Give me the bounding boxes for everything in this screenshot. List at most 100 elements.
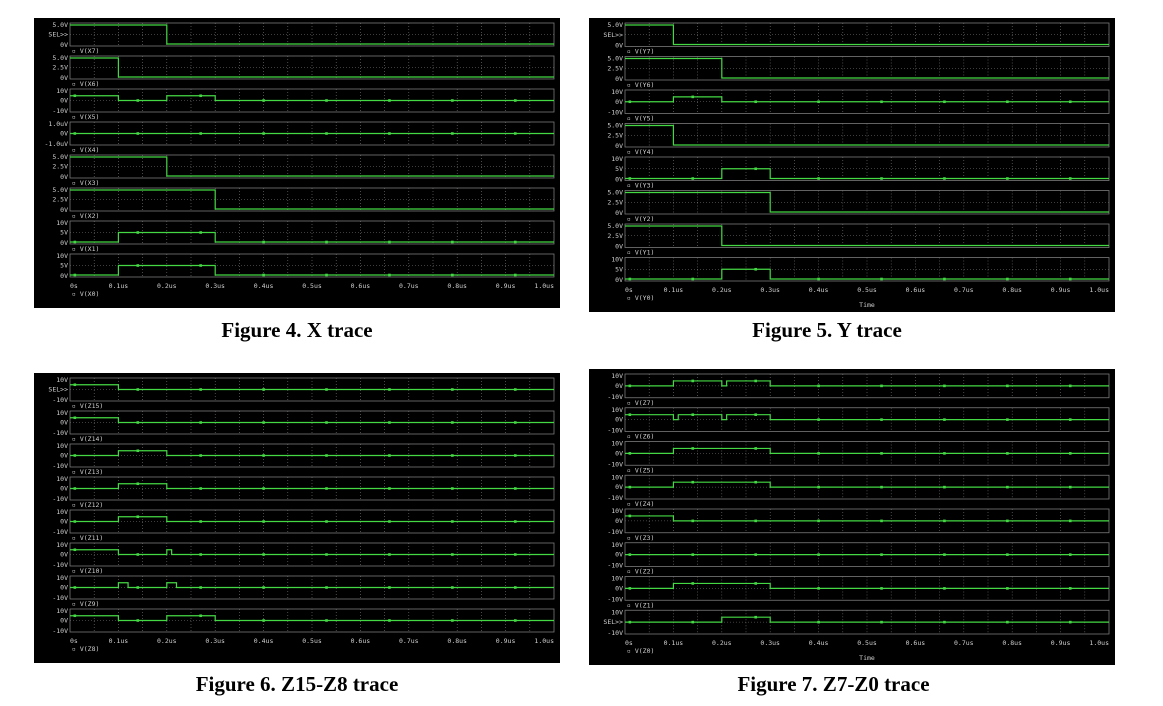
trace-row: 10V 0V -10V ▫ V(Y5)	[607, 88, 1110, 123]
trace-row: 5.0V 2.5V 0V ▫ V(X2)	[52, 186, 555, 220]
y-tick-label: 10V	[611, 507, 623, 515]
y-tick-label: 10V	[611, 608, 623, 616]
trace-marker	[513, 487, 517, 490]
y-tick-label: -10V	[607, 460, 623, 468]
trace-marker	[73, 454, 77, 457]
figure-5-caption: Figure 5. Y trace	[752, 318, 902, 342]
x-tick-label: 0.9us	[1051, 639, 1071, 647]
y-tick-label: 0V	[60, 419, 68, 427]
trace-marker	[73, 586, 77, 589]
y-tick-label: 10V	[56, 219, 68, 227]
figure-6-caption: Figure 6. Z15-Z8 trace	[195, 672, 399, 696]
y-tick-label: 5.0V	[607, 122, 623, 130]
trace-marker	[943, 177, 946, 180]
y-tick-label: 10V	[56, 442, 68, 450]
bottom-trace-label: ▫ V(Z0)	[627, 647, 654, 655]
trace-marker	[1006, 418, 1009, 421]
y-tick-label: 0V	[60, 41, 68, 49]
trace-marker	[513, 273, 517, 277]
x-tick-label: 0.4us	[809, 639, 829, 647]
trace-marker	[880, 177, 883, 180]
y-tick-label: -10V	[52, 594, 68, 602]
trace-marker	[388, 132, 391, 135]
trace-line	[625, 481, 1109, 488]
trace-marker	[691, 620, 695, 624]
y-tick-label: SEL>>	[603, 618, 623, 626]
trace-marker	[880, 553, 883, 556]
trace-name-label: ▫ V(Z5)	[627, 466, 654, 474]
trace-line	[625, 57, 1109, 79]
trace-marker	[1006, 277, 1009, 281]
trace-marker	[136, 586, 140, 589]
trace-row: 10V 0V -10V ▫ V(Z7)	[607, 372, 1110, 407]
trace-row: 5.0V 2.5V 0V ▫ V(X3)	[52, 153, 555, 187]
trace-line	[625, 191, 1109, 213]
trace-marker	[691, 277, 695, 281]
y-tick-label: 0V	[60, 518, 68, 526]
trace-row: 10V 0V -10V ▫ V(Z4)	[607, 473, 1110, 508]
trace-marker	[262, 553, 265, 556]
trace-marker	[1068, 418, 1072, 421]
trace-row: 10V 0V -10V ▫ V(X5)	[52, 87, 555, 121]
trace-name-label: ▫ V(X5)	[72, 113, 99, 121]
trace-marker	[388, 586, 391, 589]
x-tick-label: 0.3us	[205, 637, 225, 645]
trace-marker	[1068, 277, 1072, 281]
y-tick-label: 5.0V	[607, 189, 623, 197]
trace-marker	[451, 132, 454, 135]
trace-marker	[1068, 587, 1072, 590]
trace-line	[625, 96, 1109, 103]
trace-marker	[1006, 620, 1009, 624]
trace-marker	[262, 132, 265, 135]
trace-marker	[1068, 384, 1072, 388]
trace-marker	[451, 487, 454, 490]
bottom-trace-label: ▫ V(X0)	[72, 290, 99, 298]
trace-row: 1.0uV 0V -1.0uV▫ V(X4)	[45, 120, 555, 154]
trace-marker	[199, 454, 202, 457]
trace-name-label: ▫ V(X6)	[72, 80, 99, 88]
y-tick-label: 0V	[60, 74, 68, 82]
trace-marker	[513, 240, 517, 244]
trace-marker	[943, 277, 946, 281]
trace-marker	[1068, 452, 1072, 455]
trace-marker	[325, 553, 328, 556]
trace-marker	[691, 413, 695, 416]
trace-marker	[73, 416, 77, 420]
trace-marker	[73, 240, 77, 244]
x-tick-label: 0.8us	[1002, 639, 1022, 647]
trace-row: 10V 0V -10V ▫ V(Z13)	[52, 442, 555, 476]
trace-row: 10V SEL>> -10V	[603, 608, 1110, 637]
trace-marker	[691, 379, 695, 383]
y-tick-label: 0V	[60, 272, 68, 280]
trace-name-label: ▫ V(Z7)	[627, 399, 654, 407]
x-tick-label: 0.7us	[954, 639, 974, 647]
y-tick-label: -10V	[52, 528, 68, 536]
trace-marker	[880, 620, 883, 624]
trace-row: 10V 5V 0V ▫ V(X1)	[56, 219, 555, 253]
trace-marker	[262, 619, 265, 622]
trace-marker	[880, 485, 883, 489]
trace-marker	[199, 520, 202, 523]
y-tick-label: -10V	[607, 562, 623, 570]
trace-line	[70, 549, 554, 556]
trace-marker	[754, 615, 757, 619]
trace-name-label: ▫ V(Z10)	[72, 567, 103, 575]
trace-marker	[628, 413, 632, 416]
time-axis-label: Time	[859, 654, 875, 662]
trace-name-label: ▫ V(Z6)	[627, 433, 654, 441]
trace-marker	[754, 379, 757, 383]
y-tick-label: 10V	[611, 575, 623, 583]
trace-marker	[262, 273, 265, 277]
y-tick-label: 1.0uV	[48, 120, 68, 128]
trace-marker	[754, 167, 757, 171]
trace-marker	[325, 520, 328, 523]
y-tick-label: 5.0V	[607, 222, 623, 230]
trace-name-label: ▫ V(Z3)	[627, 534, 654, 542]
trace-marker	[388, 421, 391, 424]
x-tick-label: 0.5us	[302, 637, 322, 645]
trace-marker	[325, 388, 328, 391]
trace-marker	[817, 553, 820, 556]
x-tick-label: 0.2us	[157, 637, 177, 645]
